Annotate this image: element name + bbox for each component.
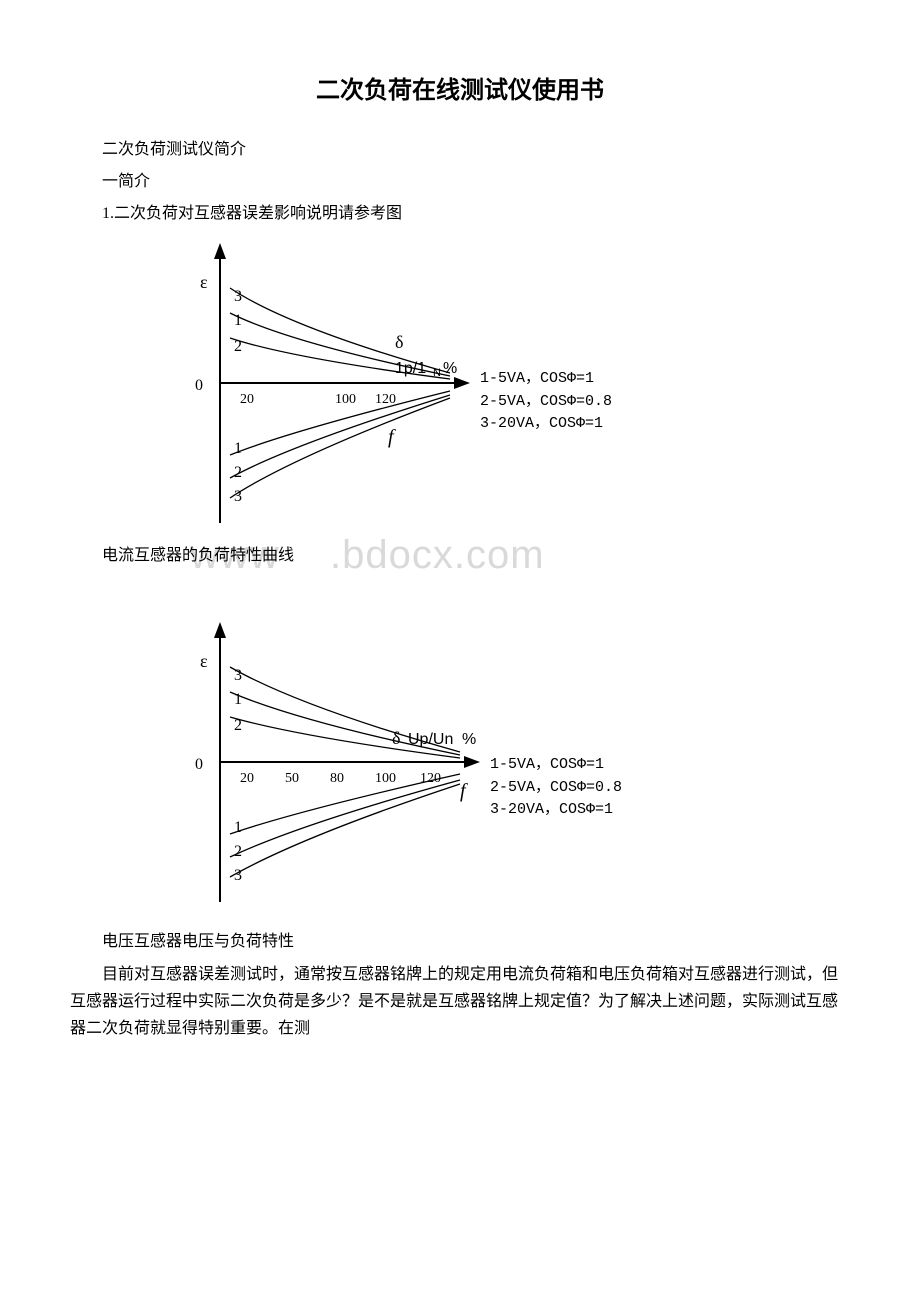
chart2-caption: 电压互感器电压与负荷特性 bbox=[70, 927, 850, 951]
curve-label: 1 bbox=[234, 312, 242, 329]
f-label: f bbox=[388, 426, 396, 448]
curve-label: 3 bbox=[234, 867, 242, 884]
curve-label: 1 bbox=[234, 691, 242, 708]
y-axis-label: ε bbox=[200, 651, 208, 671]
delta-label: δ bbox=[395, 332, 403, 352]
xtick: 20 bbox=[240, 392, 254, 407]
curve-label: 3 bbox=[234, 667, 242, 684]
legend-line: 2-5VA，COSΦ=0.8 bbox=[480, 391, 612, 414]
legend-line: 1-5VA，COSΦ=1 bbox=[490, 754, 622, 777]
chart-1: ε 0 20 100 120 3 1 2 1 2 3 δ 1p/1 N % f … bbox=[170, 233, 850, 533]
legend-line: 3-20VA，COSΦ=1 bbox=[480, 413, 612, 436]
curve-label: 2 bbox=[234, 843, 242, 860]
curve-label: 1 bbox=[234, 440, 242, 457]
n-label: N bbox=[433, 367, 441, 379]
text-line-1: 二次负荷测试仪简介 bbox=[70, 135, 850, 159]
xtick: 50 bbox=[285, 771, 299, 786]
text-line-3: 1.二次负荷对互感器误差影响说明请参考图 bbox=[70, 199, 850, 223]
chart-2: ε 0 20 50 80 100 120 3 1 2 1 2 3 δ Up/Un… bbox=[170, 612, 850, 912]
xtick: 80 bbox=[330, 771, 344, 786]
chart2-legend: 1-5VA，COSΦ=1 2-5VA，COSΦ=0.8 3-20VA，COSΦ=… bbox=[490, 754, 622, 822]
curve-label: 3 bbox=[234, 488, 242, 505]
legend-line: 2-5VA，COSΦ=0.8 bbox=[490, 777, 622, 800]
page-title: 二次负荷在线测试仪使用书 bbox=[70, 70, 850, 105]
chart1-caption: 电流互感器的负荷特性曲线 bbox=[70, 541, 850, 565]
chart1-legend: 1-5VA，COSΦ=1 2-5VA，COSΦ=0.8 3-20VA，COSΦ=… bbox=[480, 368, 612, 436]
f-label: f bbox=[460, 780, 468, 802]
legend-line: 3-20VA，COSΦ=1 bbox=[490, 799, 622, 822]
curve-label: 3 bbox=[234, 288, 242, 305]
xtick: 20 bbox=[240, 771, 254, 786]
text-line-2: 一简介 bbox=[70, 167, 850, 191]
ip-label: 1p/1 bbox=[395, 360, 426, 377]
pct-label: % bbox=[462, 731, 476, 748]
axis-zero: 0 bbox=[195, 756, 203, 773]
delta-label: δ bbox=[392, 728, 400, 748]
up-label: Up/Un bbox=[408, 731, 453, 748]
curve-label: 2 bbox=[234, 338, 242, 355]
body-paragraph: 目前对互感器误差测试时，通常按互感器铭牌上的规定用电流负荷箱和电压负荷箱对互感器… bbox=[70, 961, 850, 1043]
axis-zero: 0 bbox=[195, 377, 203, 394]
curve-label: 2 bbox=[234, 464, 242, 481]
pct-label: % bbox=[443, 360, 457, 377]
xtick: 120 bbox=[375, 392, 396, 407]
xtick: 100 bbox=[375, 771, 396, 786]
curve-label: 2 bbox=[234, 717, 242, 734]
y-axis-label: ε bbox=[200, 272, 208, 292]
legend-line: 1-5VA，COSΦ=1 bbox=[480, 368, 612, 391]
curve-label: 1 bbox=[234, 819, 242, 836]
xtick: 100 bbox=[335, 392, 356, 407]
